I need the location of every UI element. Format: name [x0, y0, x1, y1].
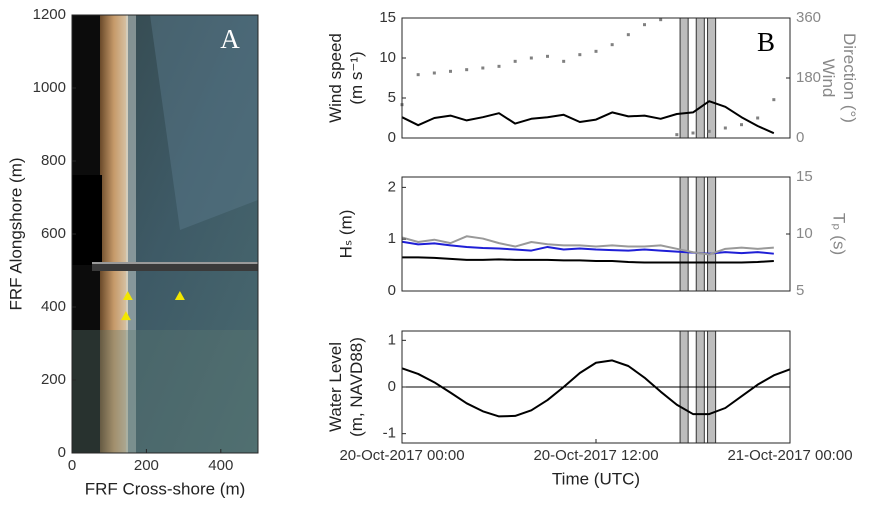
data-point: [432, 71, 436, 75]
y2-tick-label: 180: [796, 69, 821, 86]
y-tick-label: 10: [379, 49, 396, 66]
y2-tick-label: 360: [796, 9, 821, 26]
y-tick-label: 0: [388, 129, 396, 146]
x-tick-label: 20-Oct-2017 12:00: [533, 447, 658, 464]
panel-label: A: [220, 24, 240, 54]
data-point: [707, 129, 711, 133]
marker: [122, 291, 133, 301]
y-tick-label: 5: [388, 89, 396, 106]
y-tick-label: 1: [388, 331, 396, 348]
y2-tick-label: 10: [796, 225, 813, 242]
x-tick-label: 400: [208, 457, 233, 474]
shaded-interval: [707, 17, 717, 139]
y-tick-label: 2: [388, 178, 396, 195]
y-tick-label: 600: [41, 225, 66, 242]
x-tick-label: 0: [68, 457, 76, 474]
data-point: [481, 66, 485, 70]
axis-label: Wind: [819, 59, 838, 98]
data-point: [465, 68, 469, 72]
y-tick-label: 800: [41, 152, 66, 169]
plot-area: [402, 177, 790, 291]
panel-label: B: [757, 27, 775, 57]
data-point: [449, 69, 452, 73]
y2-tick-label: 5: [796, 282, 804, 299]
axis-label: Wind speed: [326, 33, 345, 123]
data-point: [497, 64, 501, 68]
axis-label: Direction (°): [840, 33, 859, 123]
y2-tick-label: 15: [796, 168, 813, 185]
shaded-interval: [695, 176, 705, 292]
data-point: [659, 18, 663, 22]
data-point: [416, 73, 420, 77]
axis-label: Hₛ (m): [336, 210, 355, 259]
y-tick-label: 1000: [33, 79, 66, 96]
x-tick-label: 21-Oct-2017 00:00: [727, 447, 852, 464]
x-axis-label: FRF Cross-shore (m): [85, 479, 246, 498]
shaded-interval: [679, 176, 689, 292]
y-tick-label: 1: [388, 230, 396, 247]
data-point: [546, 54, 549, 58]
y2-tick-label: 0: [796, 129, 804, 146]
data-point: [691, 131, 695, 135]
y-tick-label: -1: [383, 425, 396, 442]
data-line: [401, 235, 774, 256]
data-point: [529, 56, 533, 60]
shaded-interval: [679, 17, 689, 139]
data-line: [401, 100, 775, 135]
data-point: [626, 33, 630, 37]
y-tick-label: 15: [379, 9, 396, 26]
y-tick-label: 0: [58, 444, 66, 461]
marker: [120, 311, 131, 321]
y-tick-label: 1200: [33, 6, 66, 23]
aerial-photo: [72, 15, 258, 453]
axis-label: (m s⁻¹): [347, 51, 366, 104]
data-line: [402, 256, 774, 264]
data-point: [723, 126, 727, 130]
data-point: [675, 133, 679, 137]
data-point: [756, 116, 760, 120]
data-point: [562, 59, 566, 63]
shaded-interval: [707, 176, 717, 292]
y-tick-label: 0: [388, 378, 396, 395]
axis-label: Water Level: [326, 342, 345, 432]
y-tick-label: 0: [388, 282, 396, 299]
marker: [174, 291, 185, 301]
data-point: [594, 49, 598, 53]
plot-area: [402, 18, 790, 138]
axis-label: FRF Alongshore (m): [6, 157, 25, 310]
y-tick-label: 400: [41, 298, 66, 315]
data-line: [401, 359, 791, 418]
data-point: [772, 98, 776, 102]
x-axis-label: Time (UTC): [552, 469, 640, 488]
data-point: [610, 43, 614, 47]
data-point: [740, 123, 743, 127]
y-tick-label: 200: [41, 371, 66, 388]
axis-label: (m, NAVD88): [347, 337, 366, 437]
data-point: [578, 53, 582, 57]
x-tick-label: 20-Oct-2017 00:00: [339, 447, 464, 464]
data-point: [513, 59, 517, 63]
axis-label: Tₚ (s): [830, 213, 849, 255]
shaded-interval: [695, 17, 705, 139]
x-tick-label: 200: [134, 457, 159, 474]
data-point: [643, 23, 646, 27]
